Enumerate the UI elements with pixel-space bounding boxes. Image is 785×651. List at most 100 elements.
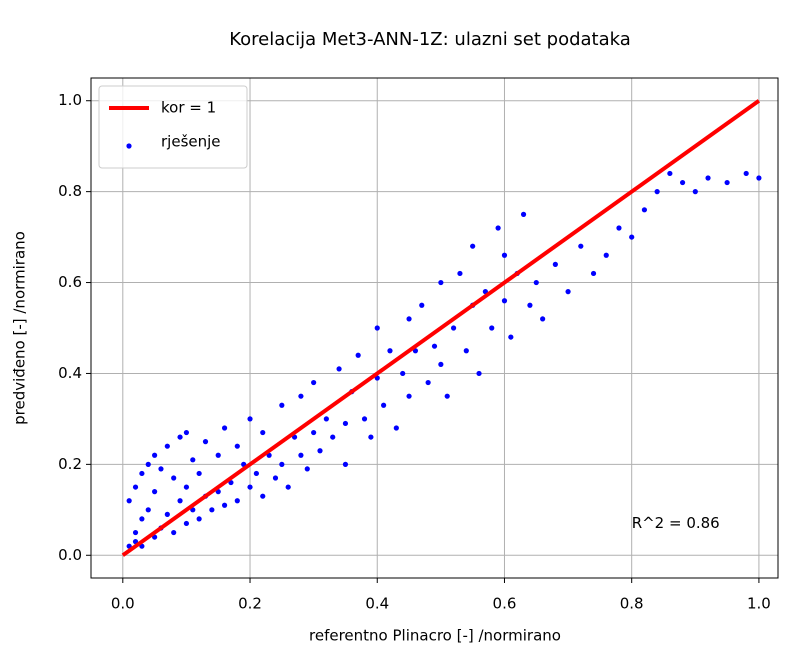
point	[164, 511, 170, 517]
x-tick-label: 0.6	[493, 595, 517, 613]
point	[450, 325, 457, 331]
point	[323, 416, 329, 422]
point	[152, 489, 158, 495]
point	[756, 175, 762, 181]
point	[298, 393, 304, 399]
point	[540, 316, 546, 322]
x-tick-label: 0.2	[238, 595, 262, 613]
legend-marker	[126, 143, 132, 149]
x-tick-label: 0.0	[111, 595, 135, 613]
point	[724, 179, 730, 186]
point	[145, 461, 151, 467]
y-tick-label: 0.4	[58, 364, 82, 382]
point	[202, 439, 209, 445]
y-tick-label: 0.0	[58, 546, 82, 564]
point	[132, 484, 139, 490]
y-tick-label: 1.0	[58, 91, 82, 109]
point	[495, 225, 501, 231]
point	[406, 393, 412, 399]
point	[590, 270, 597, 277]
point	[285, 484, 291, 490]
point	[743, 170, 749, 177]
point	[145, 507, 151, 513]
point	[374, 325, 380, 331]
axes-frame	[90, 77, 779, 579]
legend-label: rješenje	[161, 133, 221, 151]
point	[552, 261, 558, 267]
chart-title: Korelacija Met3-ANN-1Z: ulazni set podat…	[229, 29, 631, 50]
point	[139, 516, 145, 522]
point	[641, 207, 648, 213]
point	[489, 325, 495, 331]
point	[272, 475, 279, 481]
point	[463, 348, 469, 354]
y-tick-label: 0.2	[58, 455, 82, 473]
point	[221, 502, 228, 508]
point	[387, 348, 393, 354]
point	[355, 352, 361, 358]
point	[196, 516, 202, 522]
point	[171, 529, 177, 536]
point	[406, 316, 412, 322]
point	[520, 211, 527, 217]
point	[260, 493, 266, 499]
point	[381, 402, 387, 408]
point	[304, 466, 310, 472]
point	[196, 470, 202, 477]
point	[139, 470, 145, 477]
point	[158, 466, 164, 472]
point	[438, 361, 444, 367]
point	[616, 225, 622, 231]
y-tick-label: 0.8	[58, 182, 82, 200]
point	[215, 452, 221, 458]
point	[342, 420, 349, 427]
point	[501, 252, 508, 258]
point	[393, 425, 399, 431]
point	[311, 429, 317, 436]
point	[190, 457, 196, 463]
point	[183, 520, 190, 527]
point	[431, 343, 438, 349]
point	[679, 179, 686, 186]
line	[121, 99, 761, 557]
point	[298, 452, 304, 458]
point	[368, 434, 374, 440]
point	[253, 470, 259, 477]
point	[221, 425, 228, 431]
point	[501, 298, 508, 304]
point	[470, 243, 476, 249]
point	[508, 334, 514, 340]
point	[476, 370, 482, 377]
point	[629, 234, 635, 240]
point	[317, 448, 323, 454]
point	[667, 170, 673, 177]
point	[209, 507, 215, 513]
point	[152, 452, 158, 458]
point	[457, 270, 463, 277]
point	[533, 279, 539, 286]
point	[527, 302, 533, 308]
point	[311, 379, 317, 386]
point	[692, 189, 698, 195]
point	[705, 175, 711, 181]
point	[171, 475, 177, 481]
y-tick-label: 0.6	[58, 273, 82, 291]
point	[654, 189, 660, 195]
point	[247, 484, 253, 490]
annotation: R^2 = 0.86	[632, 514, 720, 532]
point	[234, 498, 240, 504]
x-tick-label: 1.0	[747, 595, 771, 613]
point	[183, 484, 190, 490]
point	[279, 402, 285, 408]
point	[565, 289, 571, 295]
point	[578, 243, 584, 249]
point	[330, 434, 336, 440]
point	[342, 461, 349, 467]
x-tick-label: 0.8	[620, 595, 644, 613]
point	[425, 379, 431, 386]
x-axis-label: referentno Plinacro [-] /normirano	[309, 627, 561, 645]
y-axis-label: predviđeno [-] /normirano	[11, 231, 29, 425]
point	[260, 429, 266, 436]
point	[126, 498, 132, 504]
